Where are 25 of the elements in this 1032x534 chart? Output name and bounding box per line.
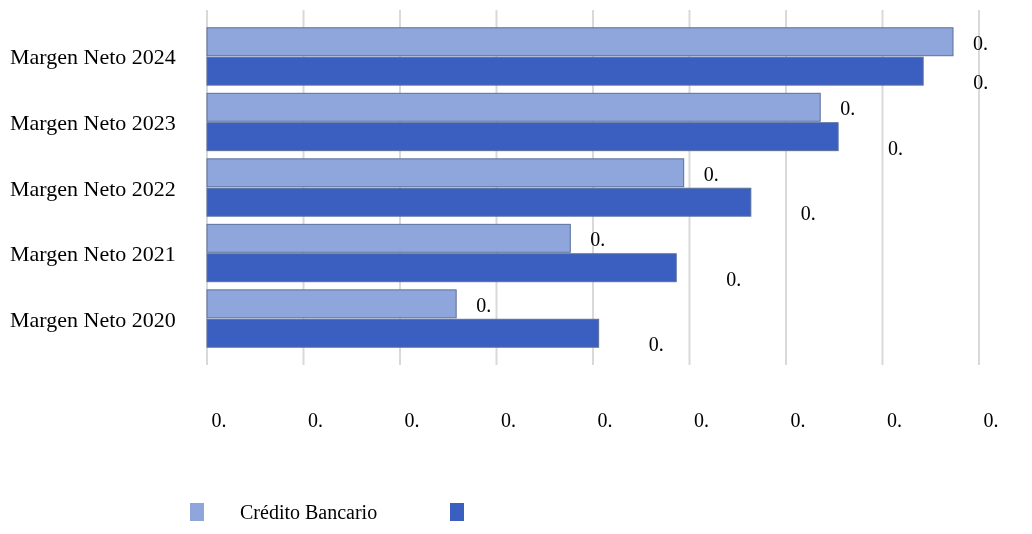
- y-tick-label: Margen Neto 2020: [10, 306, 176, 332]
- y-tick-label: Margen Neto 2021: [10, 241, 176, 267]
- text: 0.: [597, 409, 613, 431]
- annotation: 0.: [703, 162, 719, 185]
- text: 0.: [790, 409, 806, 431]
- text: 0.: [983, 409, 999, 431]
- annotation: 0.: [888, 136, 904, 159]
- annotation: 0.: [973, 31, 988, 54]
- annotation: 0.: [476, 293, 492, 316]
- legend-label: Crédito Bancario: [240, 501, 378, 523]
- text: 0.: [404, 409, 420, 431]
- annotation: 0.: [590, 228, 606, 251]
- annotation: 0.: [648, 333, 664, 356]
- y-tick-label: Margen Neto 2022: [10, 175, 176, 201]
- annotation: 0.: [800, 202, 816, 225]
- y-tick-label: Margen Neto 2024: [10, 44, 176, 70]
- y-tick-label: Margen Neto 2023: [10, 109, 176, 135]
- annotation: 0.: [973, 71, 989, 94]
- text: 0.: [211, 409, 227, 431]
- text: 0.: [501, 409, 516, 431]
- text: 0.: [694, 409, 709, 431]
- annotation: 0.: [840, 97, 856, 120]
- text: 0.: [887, 409, 902, 431]
- annotation: 0.: [726, 267, 742, 290]
- text: 0.: [308, 409, 323, 431]
